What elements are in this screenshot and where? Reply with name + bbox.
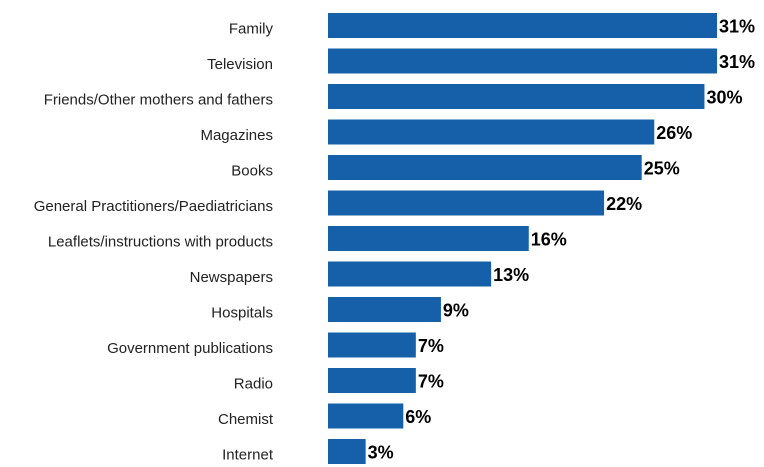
category-label-6: Leaflets/instructions with products <box>48 234 273 251</box>
bar-12 <box>328 439 366 464</box>
value-label-3: 26% <box>656 123 692 143</box>
bar-0 <box>328 13 717 38</box>
value-label-11: 6% <box>405 407 431 427</box>
bar-6 <box>328 226 529 251</box>
value-label-2: 30% <box>706 88 742 108</box>
value-label-7: 13% <box>493 265 529 285</box>
category-label-11: Chemist <box>218 411 274 428</box>
value-label-10: 7% <box>418 372 444 392</box>
category-label-3: Magazines <box>200 127 273 144</box>
value-label-5: 22% <box>606 194 642 214</box>
value-label-6: 16% <box>531 230 567 250</box>
value-label-4: 25% <box>644 159 680 179</box>
bar-9 <box>328 332 416 358</box>
bars-group <box>328 13 717 464</box>
category-label-9: Government publications <box>107 340 273 357</box>
value-label-8: 9% <box>443 301 469 321</box>
category-label-5: General Practitioners/Paediatricians <box>34 198 273 215</box>
bar-3 <box>328 119 655 145</box>
bar-7 <box>328 261 492 287</box>
category-label-12: Internet <box>222 447 274 464</box>
category-label-10: Radio <box>234 376 273 393</box>
value-labels: 31% 31% 30% 26% 25%22% 16%13% 9% 7% 7% 6% 3% <box>368 17 755 463</box>
bar-5 <box>328 190 605 216</box>
category-label-0: Family <box>229 21 274 38</box>
bar-10 <box>328 368 416 393</box>
bar-2 <box>328 84 705 109</box>
value-label-12: 3% <box>368 443 394 463</box>
category-label-1: Television <box>207 56 273 73</box>
category-labels: Family Television Friends/Other mothers an… <box>34 21 274 464</box>
value-label-0: 31% <box>719 17 755 37</box>
bar-8 <box>328 297 441 322</box>
category-label-8: Hospitals <box>211 305 273 322</box>
bar-11 <box>328 403 404 429</box>
value-label-9: 7% <box>418 336 444 356</box>
category-label-2: Friends/Other mothers and fathers <box>44 92 273 109</box>
category-label-7: Newspapers <box>190 269 273 286</box>
category-label-4: Books <box>231 163 273 180</box>
bar-4 <box>328 155 642 180</box>
value-label-1: 31% <box>719 52 755 72</box>
bar-1 <box>328 48 717 74</box>
